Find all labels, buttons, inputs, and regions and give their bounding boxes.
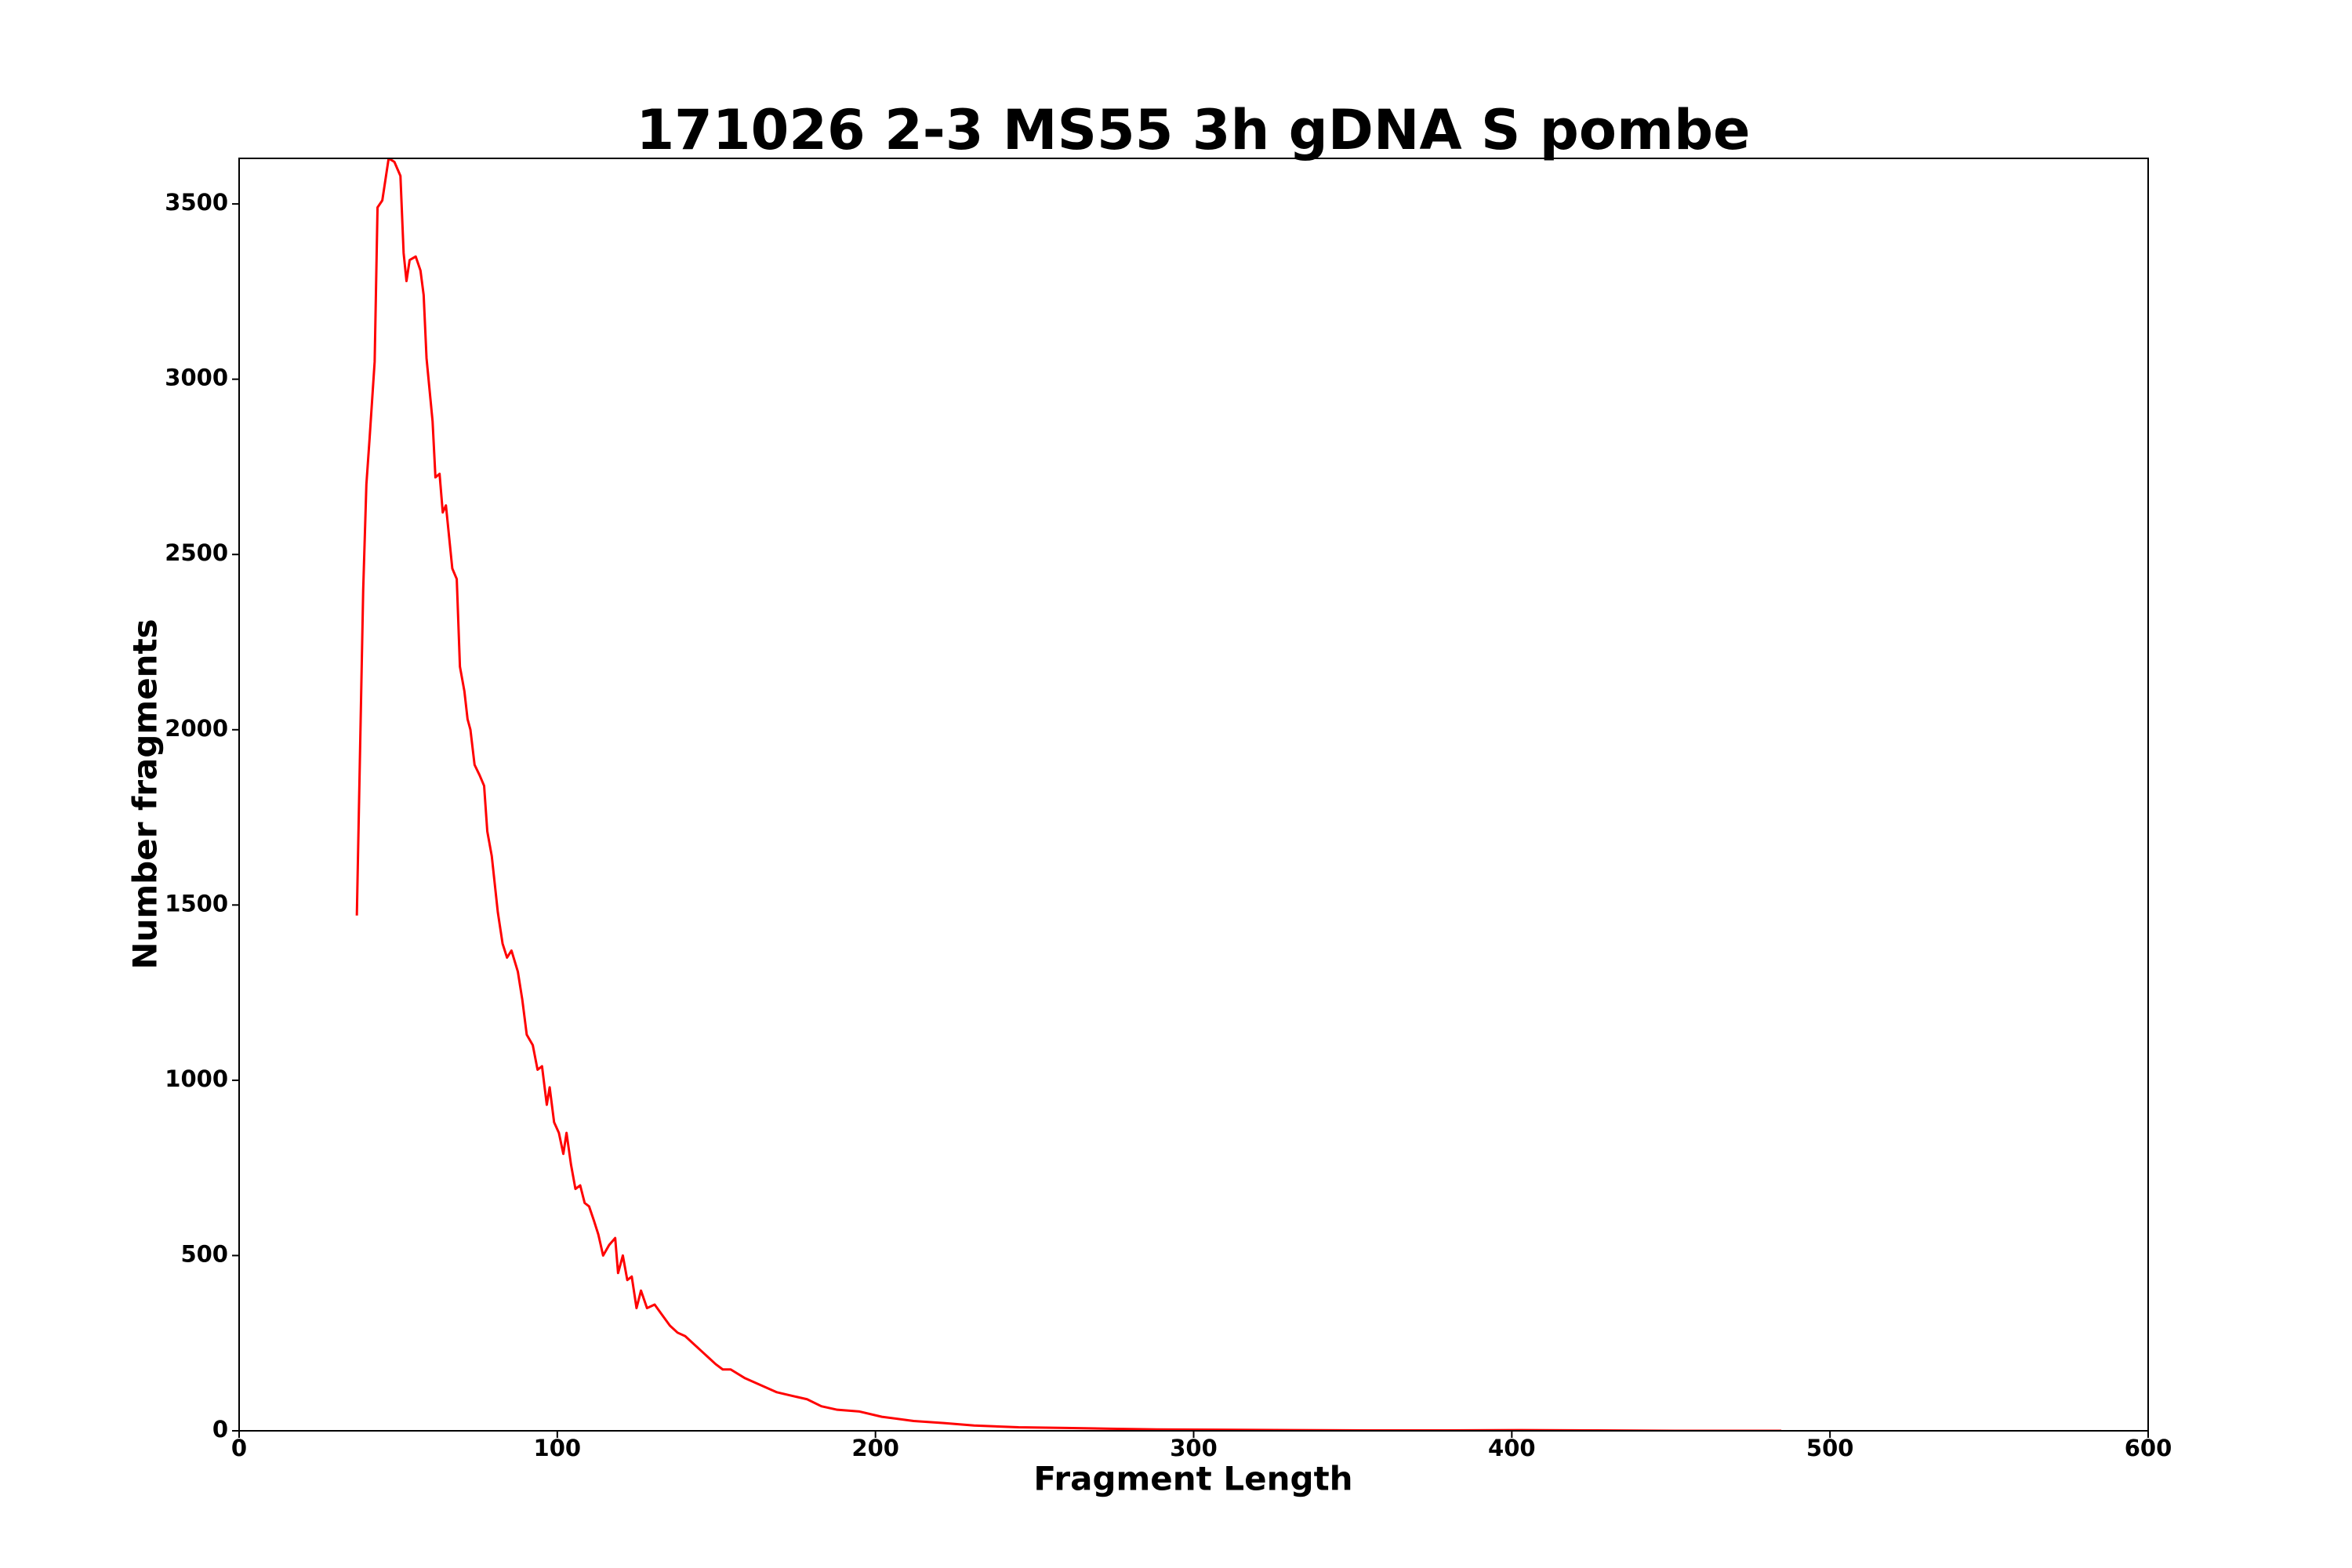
y-tick-label: 3000 — [165, 365, 228, 391]
y-tick-label: 1000 — [165, 1065, 228, 1092]
y-tick-label: 3500 — [165, 189, 228, 216]
x-tick-label: 100 — [534, 1435, 582, 1461]
y-tick-label: 2000 — [165, 715, 228, 742]
data-line — [355, 158, 1782, 1431]
y-tick-label: 2500 — [165, 539, 228, 566]
plot-frame — [238, 158, 2149, 1432]
x-tick-label: 500 — [1806, 1435, 1854, 1461]
x-tick-label: 600 — [2125, 1435, 2172, 1461]
x-tick-label: 0 — [231, 1435, 247, 1461]
x-tick-label: 200 — [851, 1435, 899, 1461]
y-axis-label: Number fragments — [126, 619, 165, 969]
y-tick-label: 500 — [180, 1240, 228, 1267]
x-axis-label: Fragment Length — [1033, 1460, 1352, 1498]
chart-title: 171026 2-3 MS55 3h gDNA S pombe — [636, 98, 1750, 162]
x-tick-label: 300 — [1170, 1435, 1218, 1461]
y-tick-label: 0 — [212, 1416, 228, 1443]
x-tick-label: 400 — [1488, 1435, 1536, 1461]
y-tick-label: 1500 — [165, 890, 228, 916]
